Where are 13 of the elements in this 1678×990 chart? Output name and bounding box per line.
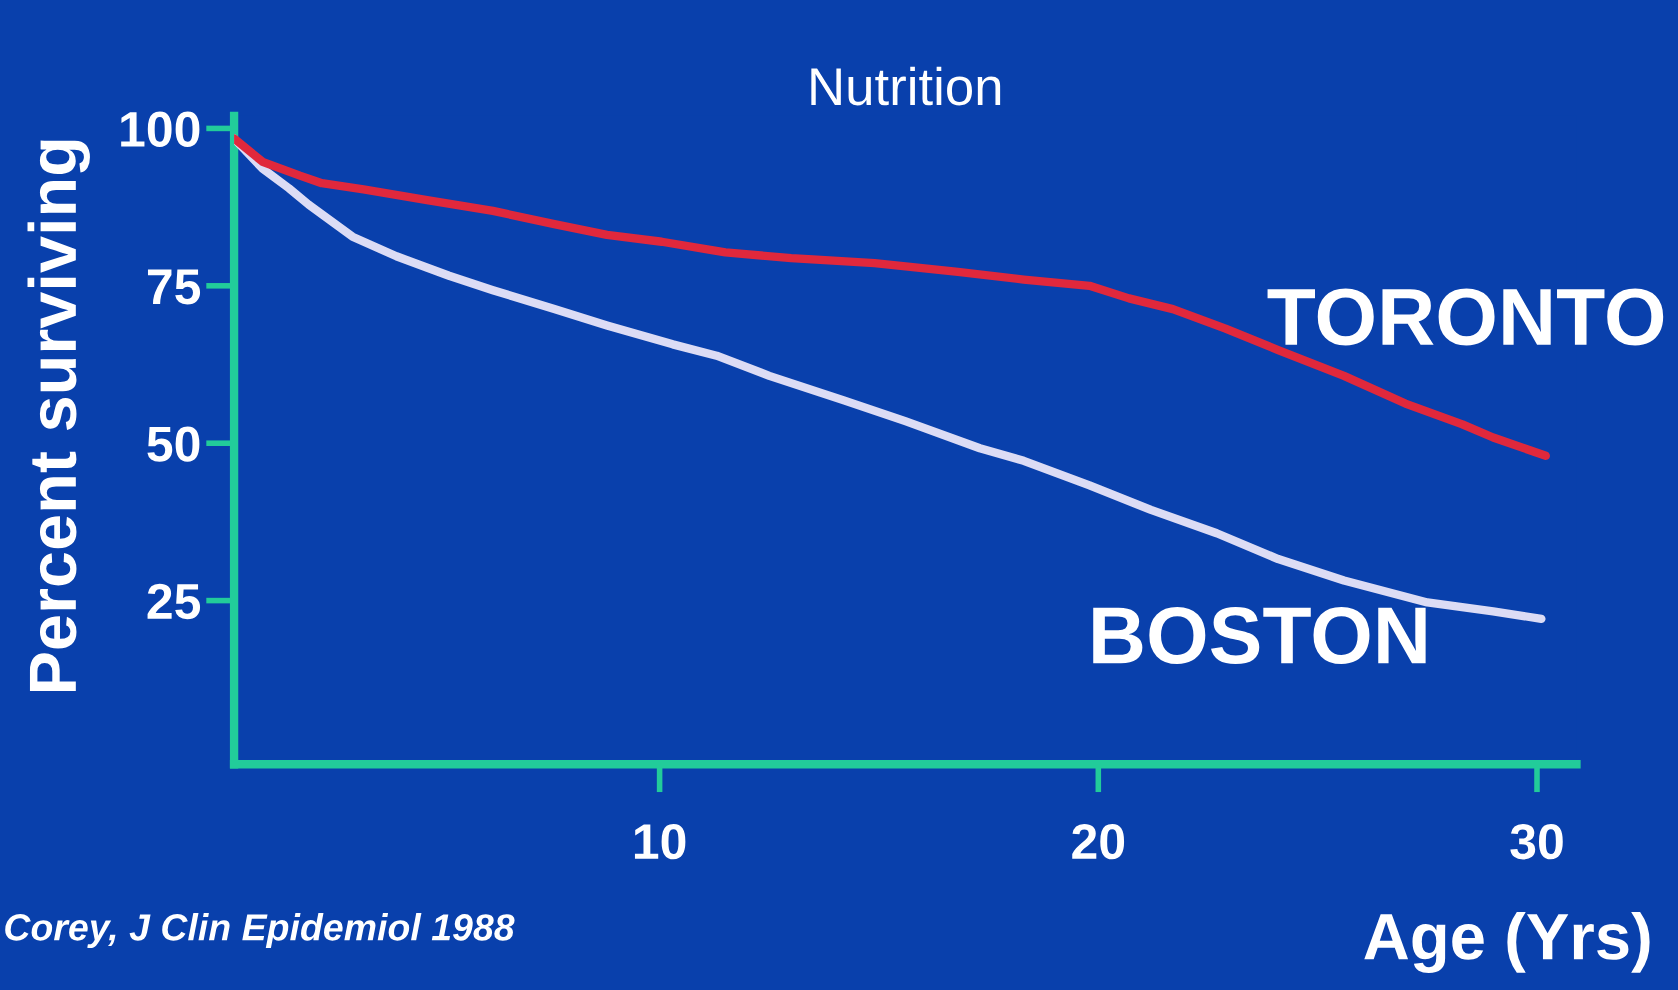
x-tick-label: 20 <box>1072 823 1125 860</box>
y-axis-title: Percent surviving <box>27 140 90 692</box>
x-tick-label: 30 <box>1510 823 1563 860</box>
y-tick-label: 50 <box>147 426 200 462</box>
chart-title: Nutrition <box>811 66 1001 106</box>
series-label: BOSTON <box>1093 607 1426 665</box>
y-tick-label: 100 <box>121 111 200 148</box>
y-tick-label: 25 <box>147 583 201 620</box>
x-tick-label: 10 <box>634 823 686 860</box>
text: Corey, J Clin Epidemiol 1988 <box>5 913 515 949</box>
series-label: TORONTO <box>1267 288 1664 346</box>
y-tick-label: 75 <box>147 269 201 305</box>
x-axis-title: Age (Yrs) <box>1364 911 1650 974</box>
